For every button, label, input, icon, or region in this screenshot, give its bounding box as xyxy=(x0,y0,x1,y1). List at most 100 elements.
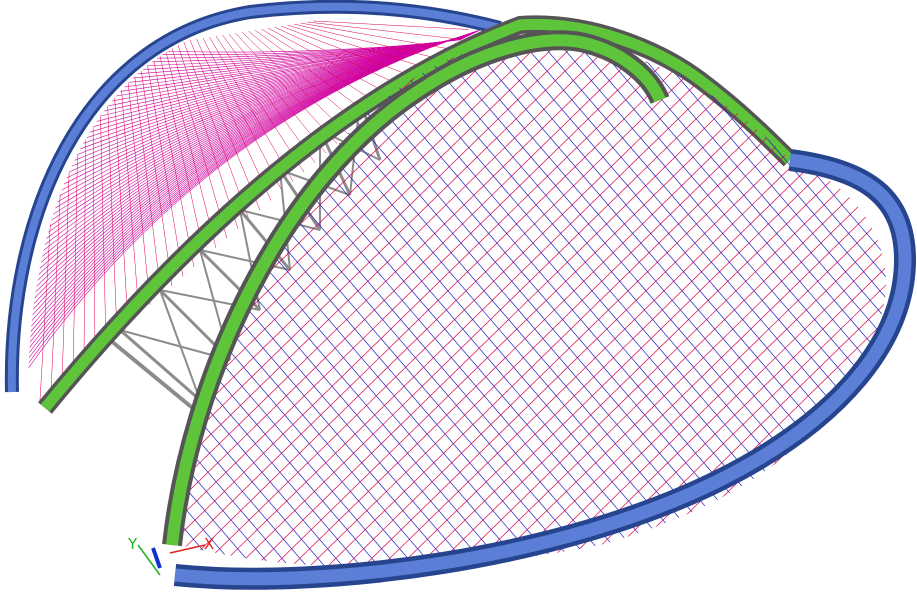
cable-line xyxy=(377,38,886,568)
cable-line xyxy=(395,38,886,568)
cable-line xyxy=(61,57,74,382)
cable-line xyxy=(159,289,201,401)
cable-line xyxy=(180,38,575,568)
cable-line xyxy=(701,38,886,568)
cable-line xyxy=(180,38,593,568)
back-membrane xyxy=(28,20,481,401)
cable-line xyxy=(35,35,470,199)
cable-line xyxy=(241,31,349,135)
cable-line xyxy=(449,38,886,568)
cable-line xyxy=(521,38,886,568)
cable-line xyxy=(431,38,886,568)
rear-blue-arch[interactable] xyxy=(4,0,502,393)
cable-line xyxy=(180,38,675,568)
cable-line xyxy=(180,38,395,568)
cable-line xyxy=(222,34,316,163)
cable-line xyxy=(180,38,539,568)
cable-line xyxy=(209,36,294,182)
cable-line xyxy=(131,48,162,296)
cable-line xyxy=(157,44,206,258)
cable-line xyxy=(575,38,886,568)
cable-line xyxy=(274,26,404,87)
cable-line xyxy=(539,38,886,568)
x-axis-label: X xyxy=(204,535,214,553)
cable-line xyxy=(180,38,557,568)
cable-line xyxy=(228,33,327,154)
cable-line xyxy=(293,23,437,59)
cable-line xyxy=(287,24,426,68)
cable-line xyxy=(701,38,886,568)
cable-line xyxy=(180,38,243,568)
cable-line xyxy=(0,0,62,605)
cable-line xyxy=(180,38,377,568)
cable-line xyxy=(180,38,657,568)
cable-line xyxy=(0,0,178,605)
cable-line xyxy=(180,38,305,568)
cable-line xyxy=(413,38,886,568)
cable-line xyxy=(431,38,886,568)
cable-line xyxy=(150,45,195,268)
cable-line xyxy=(180,38,521,568)
cable-line xyxy=(180,38,603,568)
cable-line xyxy=(180,38,359,568)
cable-line xyxy=(108,338,197,412)
cable-line xyxy=(180,38,567,568)
cable-line xyxy=(611,38,886,568)
front-blue-arch[interactable] xyxy=(173,149,917,590)
cable-line xyxy=(180,38,611,568)
cable-line xyxy=(124,49,151,306)
cable-line xyxy=(0,0,8,605)
cable-line xyxy=(180,38,315,568)
cable-line xyxy=(449,38,886,568)
cable-line xyxy=(137,47,173,287)
cable-line xyxy=(251,38,873,568)
cable-line xyxy=(593,38,886,568)
cable-line xyxy=(180,38,431,568)
cable-line xyxy=(719,38,886,568)
cable-line xyxy=(180,38,729,568)
cable-line xyxy=(254,29,371,116)
cable-line xyxy=(280,25,415,78)
cable-line xyxy=(183,40,250,220)
rear-green-arch[interactable] xyxy=(38,15,797,414)
cable-line xyxy=(189,39,261,211)
cable-line xyxy=(176,41,239,230)
cable-line xyxy=(118,50,140,315)
cable-line xyxy=(196,38,272,201)
cable-line xyxy=(629,38,886,568)
cable-line xyxy=(163,43,217,249)
cable-line xyxy=(170,42,228,239)
cable-line xyxy=(180,38,783,568)
cable-line xyxy=(39,59,61,401)
cable-line xyxy=(180,38,341,568)
cable-line xyxy=(467,38,886,568)
front-green-arch[interactable] xyxy=(162,30,670,547)
y-axis-line xyxy=(137,544,161,576)
cable-line xyxy=(300,22,448,49)
cable-line xyxy=(235,32,338,144)
cable-line xyxy=(267,27,393,97)
cable-line xyxy=(521,38,886,568)
cable-line xyxy=(503,38,886,568)
cable-line xyxy=(180,38,765,568)
cable-line xyxy=(629,38,886,568)
cable-line xyxy=(593,38,886,568)
cable-line xyxy=(215,35,305,173)
cable-line xyxy=(83,55,87,363)
cable-line xyxy=(50,58,67,391)
cable-line xyxy=(248,30,360,125)
cable-line xyxy=(719,38,886,568)
cable-line xyxy=(269,38,886,568)
cable-line xyxy=(180,38,639,568)
axis-triad[interactable]: X Y xyxy=(127,535,214,576)
cable-line xyxy=(261,28,382,106)
cable-line xyxy=(144,46,184,277)
y-axis-label: Y xyxy=(127,535,138,553)
cable-line xyxy=(180,38,413,568)
cable-line xyxy=(180,38,585,568)
cable-line xyxy=(197,38,819,568)
cable-line xyxy=(313,20,470,30)
cable-line xyxy=(180,38,801,568)
